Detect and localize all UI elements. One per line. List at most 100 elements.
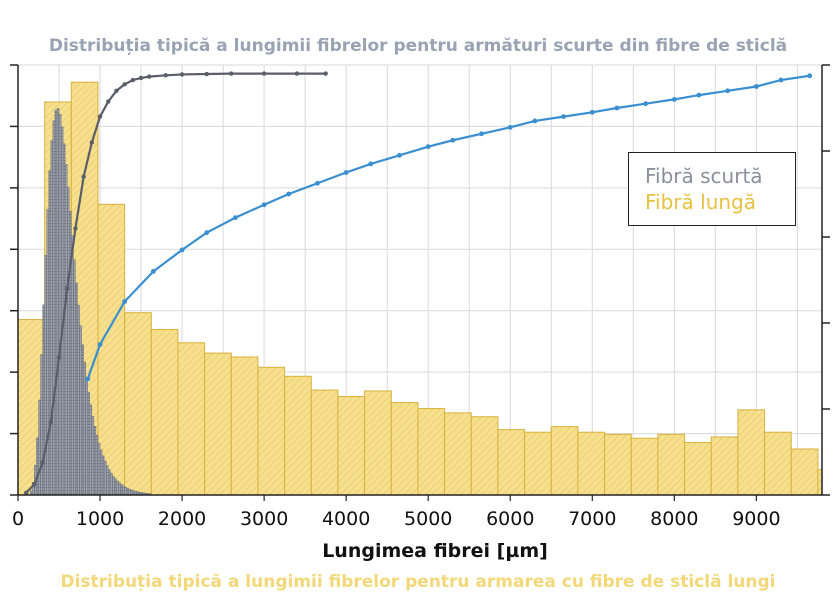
long-fiber-bar bbox=[630, 437, 659, 496]
legend: Fibră scurtă Fibră lungă bbox=[628, 152, 796, 226]
short-fiber-bar bbox=[97, 442, 101, 496]
x-tick-label: 0 bbox=[12, 508, 24, 530]
short-fiber-bar bbox=[118, 482, 121, 496]
long-fiber-bar bbox=[364, 390, 392, 496]
short-fiber-bar bbox=[81, 344, 84, 496]
long-fiber-cumulative-line bbox=[86, 74, 810, 380]
long-fiber-bar bbox=[657, 433, 686, 496]
short-fiber-bar bbox=[36, 437, 39, 496]
short-fiber-cumulative-point bbox=[229, 71, 234, 76]
long-fiber-bar bbox=[257, 366, 286, 496]
short-fiber-cumulative-point bbox=[114, 88, 119, 94]
x-tick-label: 3000 bbox=[240, 508, 288, 530]
chart-title-short-fiber: Distribuția tipică a lungimii fibrelor p… bbox=[48, 36, 788, 56]
short-fiber-bar bbox=[77, 304, 80, 496]
long-fiber-bar bbox=[444, 412, 472, 496]
short-fiber-cumulative-point bbox=[294, 71, 300, 76]
short-fiber-bar bbox=[99, 449, 103, 496]
short-fiber-cumulative-point bbox=[138, 75, 144, 81]
short-fiber-cumulative-point bbox=[147, 74, 152, 79]
short-fiber-bar bbox=[50, 140, 54, 496]
short-fiber-cumulative-point bbox=[24, 490, 29, 496]
long-fiber-bar bbox=[470, 416, 499, 496]
short-fiber-bar bbox=[116, 480, 119, 496]
long-fiber-cumulative-point bbox=[343, 170, 349, 175]
short-fiber-cumulative-point bbox=[163, 73, 168, 78]
long-fiber-bar bbox=[550, 426, 579, 496]
x-tick-label: 8000 bbox=[650, 508, 698, 530]
long-fiber-cumulative-point bbox=[150, 269, 156, 274]
short-fiber-bar bbox=[93, 426, 97, 496]
long-fiber-bar bbox=[177, 342, 206, 496]
short-fiber-bar bbox=[87, 391, 90, 496]
legend-item-short-fiber: Fibră scurtă bbox=[645, 164, 763, 188]
short-fiber-bar bbox=[85, 377, 88, 496]
long-fiber-cumulative-point bbox=[85, 376, 91, 382]
short-fiber-bar bbox=[52, 120, 56, 496]
short-fiber-bar bbox=[54, 109, 58, 496]
long-fiber-bar bbox=[710, 436, 739, 496]
long-fiber-cumulative-point bbox=[261, 202, 267, 208]
long-fiber-cumulative-point bbox=[753, 84, 759, 89]
short-fiber-cumulative-point bbox=[106, 99, 111, 104]
long-fiber-bar bbox=[390, 402, 419, 496]
x-tick-label: 4000 bbox=[322, 508, 370, 530]
short-fiber-bar bbox=[44, 255, 47, 496]
long-fiber-cumulative-point bbox=[368, 161, 374, 167]
long-fiber-bar bbox=[310, 389, 339, 496]
short-fiber-cumulative-point bbox=[97, 114, 103, 119]
short-fiber-bar bbox=[122, 485, 125, 496]
long-fiber-cumulative-point bbox=[97, 342, 103, 347]
long-fiber-cumulative-point bbox=[561, 114, 566, 119]
long-fiber-bar bbox=[604, 433, 632, 496]
long-fiber-cumulative-point bbox=[507, 124, 513, 130]
long-fiber-cumulative-point bbox=[778, 77, 784, 83]
axes bbox=[10, 64, 830, 496]
x-tick-label: 1000 bbox=[76, 508, 124, 530]
short-fiber-cumulative-point bbox=[56, 355, 62, 360]
short-fiber-bar bbox=[91, 416, 95, 496]
long-fiber-cumulative-point bbox=[286, 191, 292, 197]
long-fiber-cumulative-point bbox=[725, 88, 731, 94]
short-fiber-bar bbox=[108, 469, 111, 496]
long-fiber-cumulative-point bbox=[233, 215, 238, 221]
short-fiber-bar bbox=[46, 209, 49, 496]
long-fiber-bar bbox=[737, 409, 766, 496]
long-fiber-bar bbox=[230, 356, 259, 496]
short-fiber-bar bbox=[120, 484, 123, 496]
short-fiber-bar bbox=[83, 361, 86, 496]
short-fiber-cumulative-point bbox=[261, 71, 267, 76]
long-fiber-bar bbox=[337, 396, 366, 496]
long-fiber-bar bbox=[790, 448, 819, 496]
long-fiber-bar bbox=[764, 431, 792, 496]
short-fiber-bar bbox=[42, 304, 45, 496]
short-fiber-bar bbox=[58, 114, 62, 496]
long-fiber-bar bbox=[577, 431, 606, 496]
short-fiber-cumulative-point bbox=[65, 286, 70, 291]
long-fiber-bar bbox=[204, 352, 232, 496]
long-fiber-cumulative-point bbox=[532, 118, 538, 124]
long-fiber-cumulative-point bbox=[204, 230, 210, 236]
long-fiber-cumulative-point bbox=[425, 144, 431, 150]
short-fiber-bar bbox=[64, 164, 68, 496]
short-fiber-bar bbox=[75, 282, 78, 496]
short-fiber-bar bbox=[48, 170, 52, 496]
short-fiber-cumulative-point bbox=[81, 174, 86, 179]
short-fiber-bar bbox=[105, 465, 109, 496]
short-fiber-bar bbox=[71, 235, 74, 496]
short-fiber-bar bbox=[79, 325, 82, 496]
long-fiber-bar bbox=[524, 431, 552, 496]
long-fiber-bar bbox=[124, 312, 152, 496]
short-fiber-cumulative-point bbox=[48, 419, 54, 425]
short-fiber-bar bbox=[56, 108, 60, 496]
x-tick-label: 5000 bbox=[404, 508, 452, 530]
short-fiber-cumulative-point bbox=[323, 71, 328, 76]
short-fiber-cumulative-point bbox=[130, 77, 136, 83]
long-fiber-bar bbox=[284, 375, 312, 496]
short-fiber-cumulative-point bbox=[179, 72, 185, 77]
long-fiber-cumulative-point bbox=[397, 152, 402, 158]
short-fiber-bar bbox=[128, 488, 132, 496]
short-fiber-bar bbox=[38, 399, 41, 496]
short-fiber-cumulative-point bbox=[89, 140, 95, 145]
